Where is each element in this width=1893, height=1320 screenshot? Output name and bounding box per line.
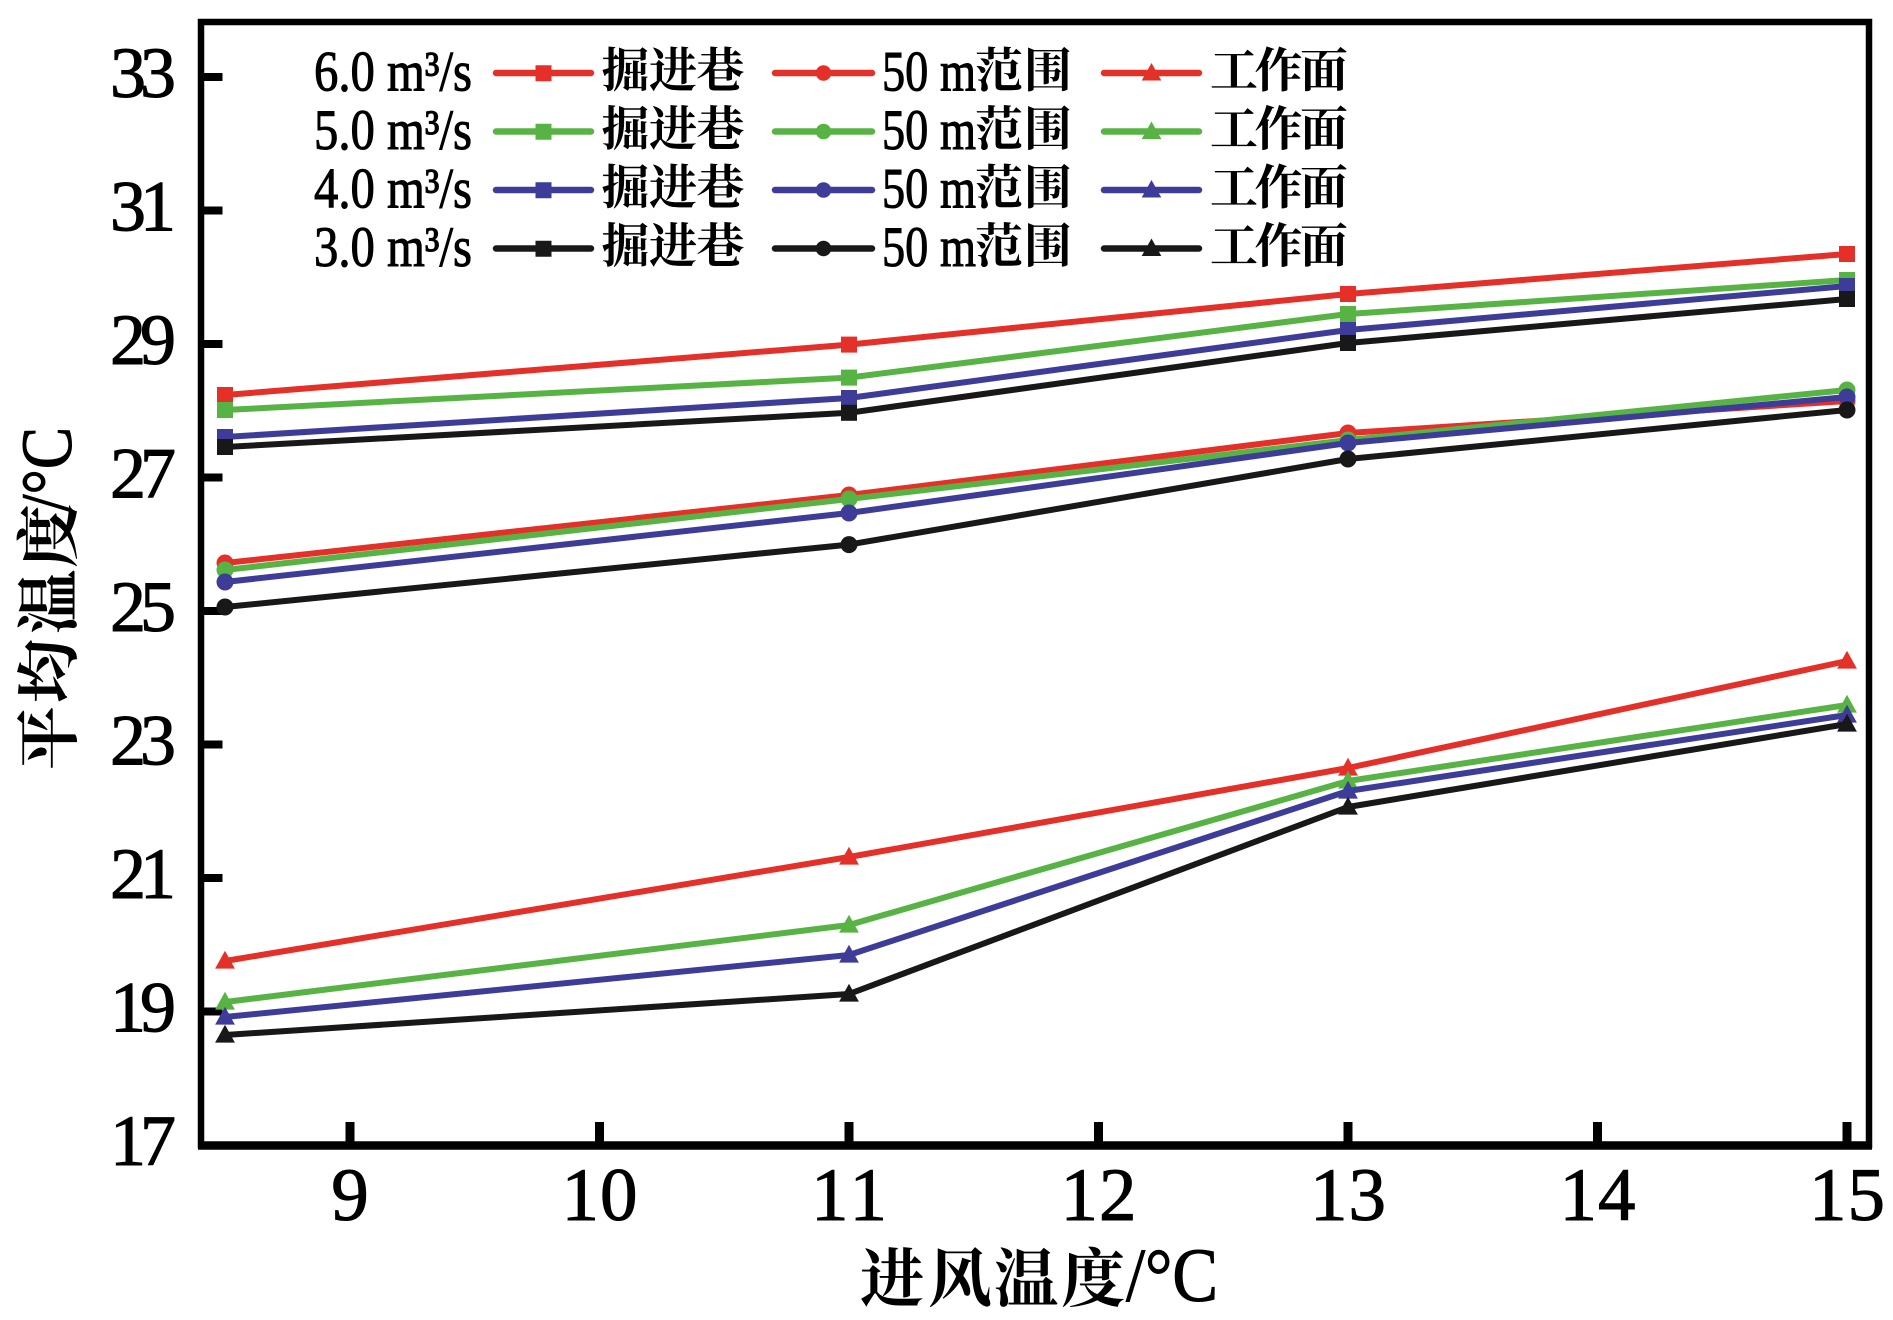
svg-text:9: 9	[331, 1154, 369, 1237]
svg-text:29: 29	[110, 300, 176, 380]
svg-text:21: 21	[110, 834, 176, 914]
svg-text:50 m: 50 m	[882, 158, 976, 221]
svg-text:/°C: /°C	[7, 427, 87, 512]
svg-text:3.0 m³/s: 3.0 m³/s	[314, 216, 472, 279]
svg-text:5.0 m³/s: 5.0 m³/s	[314, 99, 472, 162]
svg-text:33: 33	[110, 33, 176, 113]
svg-text:12: 12	[1061, 1154, 1137, 1237]
svg-text:25: 25	[110, 567, 176, 647]
svg-text:13: 13	[1310, 1154, 1386, 1237]
svg-text:6.0 m³/s: 6.0 m³/s	[314, 41, 472, 104]
svg-text:4.0 m³/s: 4.0 m³/s	[314, 158, 472, 221]
svg-text:50 m: 50 m	[882, 99, 976, 162]
svg-text:10: 10	[562, 1154, 638, 1237]
svg-text:17: 17	[110, 1101, 176, 1181]
svg-text:11: 11	[811, 1154, 887, 1237]
svg-text:50 m: 50 m	[882, 216, 976, 279]
svg-text:14: 14	[1560, 1154, 1636, 1237]
svg-text:15: 15	[1809, 1154, 1885, 1237]
svg-text:23: 23	[110, 701, 176, 781]
svg-text:31: 31	[110, 167, 176, 247]
svg-text:27: 27	[110, 434, 176, 514]
svg-text:19: 19	[110, 968, 176, 1048]
svg-text:/°C: /°C	[1126, 1234, 1218, 1318]
svg-text:50 m: 50 m	[882, 41, 976, 104]
